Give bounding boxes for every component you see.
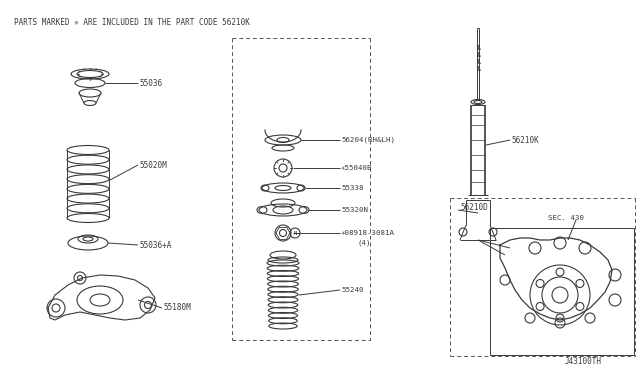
Text: 55020M: 55020M [139, 160, 167, 170]
Text: 56210K: 56210K [511, 135, 539, 144]
Text: 55240: 55240 [341, 287, 364, 293]
Text: 55036: 55036 [139, 78, 162, 87]
Text: J43100TH: J43100TH [565, 357, 602, 366]
Text: 55338: 55338 [341, 185, 364, 191]
Text: SEC. 430: SEC. 430 [548, 215, 584, 221]
Text: ✳08918-3081A: ✳08918-3081A [341, 230, 395, 236]
Text: 55180M: 55180M [163, 304, 191, 312]
Text: 56204(RH&LH): 56204(RH&LH) [341, 137, 395, 143]
Text: 55320N: 55320N [341, 207, 368, 213]
Text: 55036+A: 55036+A [139, 241, 172, 250]
Text: N: N [293, 231, 296, 235]
Text: 56210D: 56210D [460, 202, 488, 212]
Text: (4): (4) [358, 240, 371, 246]
Text: ✳55040B: ✳55040B [341, 165, 372, 171]
Text: PARTS MARKED ✳ ARE INCLUDED IN THE PART CODE 56210K: PARTS MARKED ✳ ARE INCLUDED IN THE PART … [14, 17, 250, 26]
